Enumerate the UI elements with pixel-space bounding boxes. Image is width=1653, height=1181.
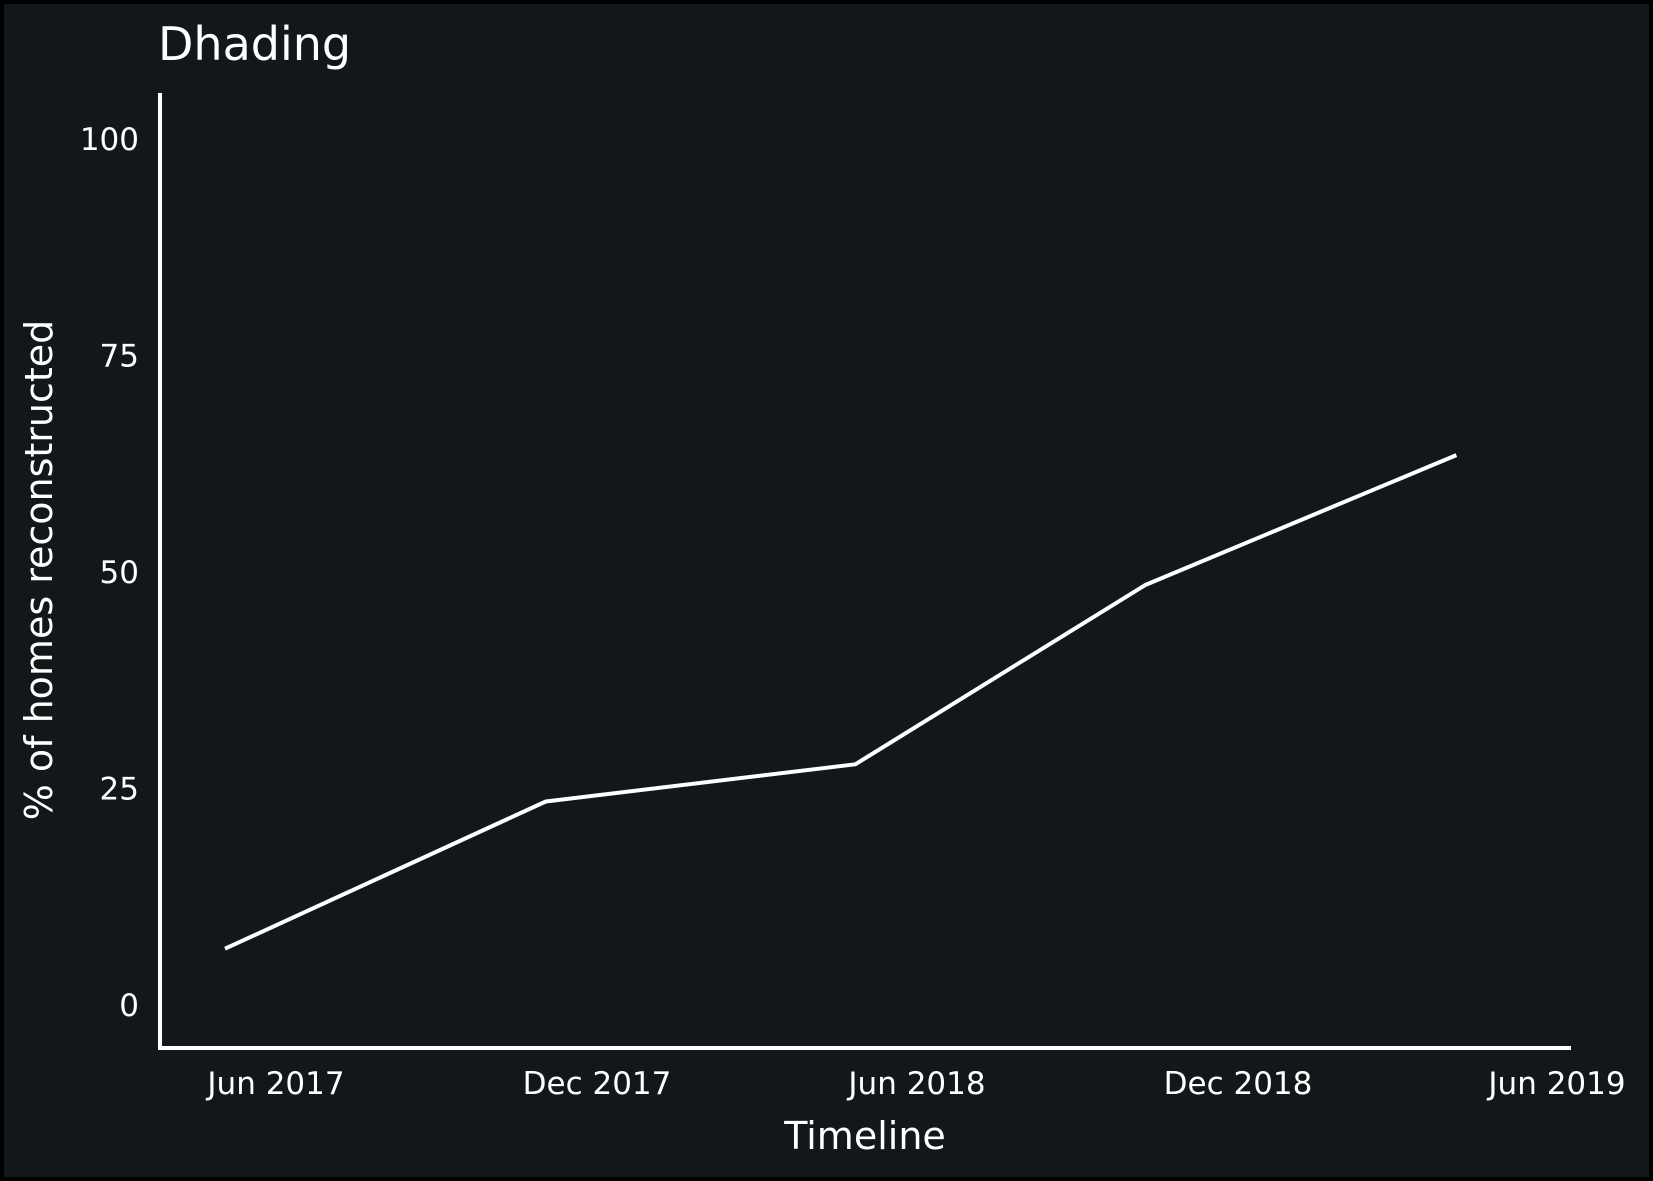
chart-title: Dhading [158,17,351,71]
y-tick-label: 50 [100,555,139,591]
series-layer [224,453,1458,951]
x-tick-labels: Jun 2017 Dec 2017 Jun 2018 Dec 2018 Jun 2019 [205,1066,1625,1102]
x-axis-label: Timeline [783,1114,946,1158]
y-tick-labels: 0 25 50 75 100 [80,122,139,1024]
y-tick-label: 25 [100,772,139,808]
y-axis-label: % of homes reconstructed [17,320,61,821]
y-tick-label: 100 [80,122,139,158]
x-tick-label: Jun 2019 [1486,1066,1625,1102]
chart-background [4,4,1649,1177]
x-tick-label: Jun 2017 [205,1066,344,1102]
x-tick-label: Dec 2018 [1164,1066,1313,1102]
x-tick-label: Dec 2017 [523,1066,672,1102]
y-tick-label: 0 [119,988,139,1024]
series-line [224,453,1458,951]
y-tick-label: 75 [100,339,139,375]
x-tick-label: Jun 2018 [846,1066,985,1102]
